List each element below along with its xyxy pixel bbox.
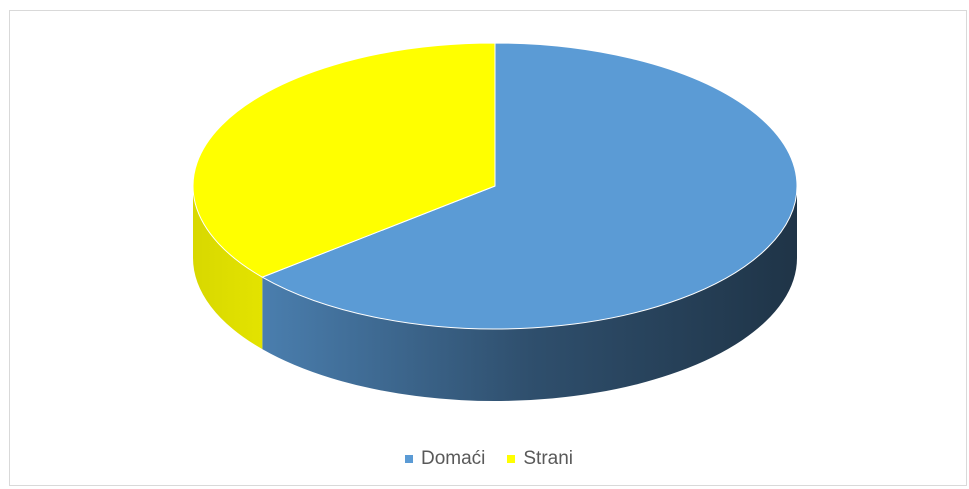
pie-slice-domaci <box>261 42 798 330</box>
legend-item-strani: Strani <box>507 448 573 470</box>
legend-label-strani: Strani <box>523 448 574 469</box>
pie-side-domaci <box>262 186 798 402</box>
pie-chart <box>192 42 798 402</box>
pie-slice-strani <box>192 42 496 278</box>
pie-side-strani <box>193 186 263 350</box>
legend-label-domaci: Domaći <box>420 448 486 469</box>
legend-item-domaci: Domaći <box>404 448 486 470</box>
legend-swatch-domaci <box>404 455 413 463</box>
chart-frame: Domaći Strani <box>9 10 967 486</box>
legend: Domaći Strani <box>10 448 968 470</box>
legend-swatch-strani <box>507 455 516 463</box>
